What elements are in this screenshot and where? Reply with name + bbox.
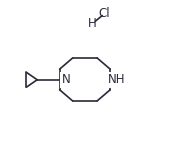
Text: H: H — [88, 17, 96, 30]
Text: N: N — [61, 73, 70, 86]
Text: NH: NH — [108, 73, 125, 86]
Text: Cl: Cl — [98, 7, 110, 20]
